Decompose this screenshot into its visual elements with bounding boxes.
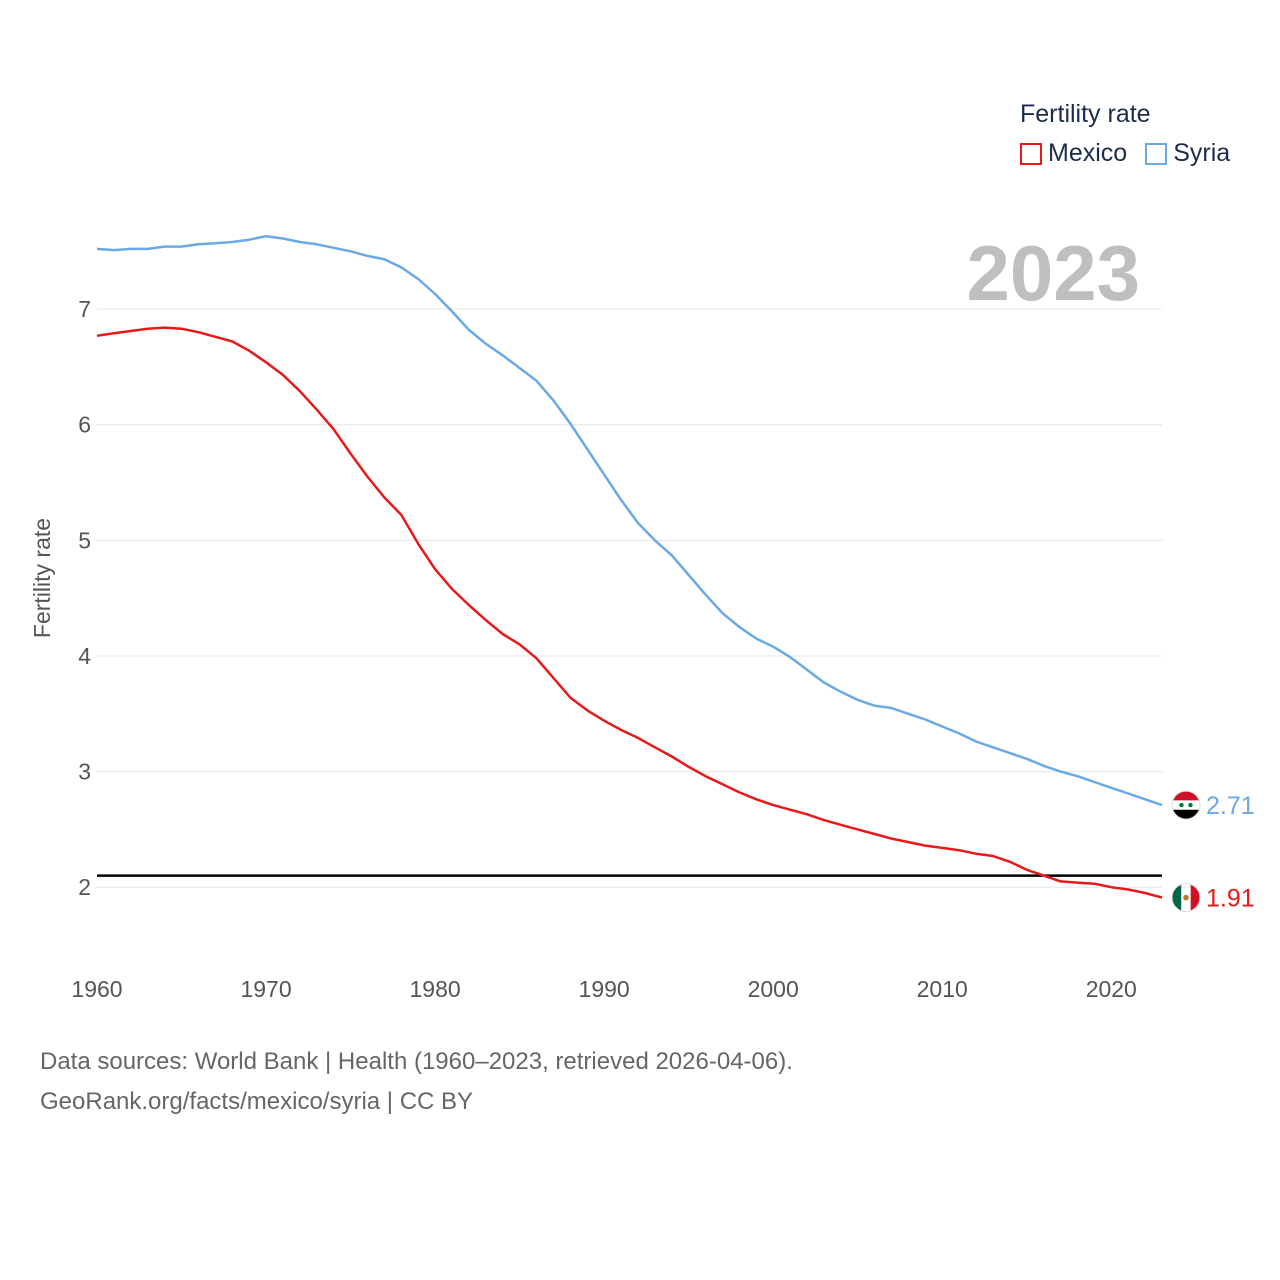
mexico-flag-emblem: [1183, 894, 1189, 901]
mexico-flag-icon: [1171, 883, 1201, 913]
source-line-1: Data sources: World Bank | Health (1960–…: [40, 1048, 793, 1075]
y-tick-label-6: 6: [78, 412, 91, 438]
mexico-flag-green-band: [1172, 883, 1182, 912]
syria-flag-body: [1172, 791, 1200, 820]
mexico-flag-body: [1172, 883, 1200, 912]
y-tick-label-7: 7: [78, 296, 91, 322]
mexico-flag-outline: [1171, 883, 1201, 913]
syria-flag-black-band: [1172, 809, 1200, 820]
legend-title: Fertility rate: [1020, 100, 1151, 128]
syria-flag-star-left: [1179, 802, 1184, 808]
legend-item-syria[interactable]: Syria: [1145, 139, 1230, 168]
y-tick-label-3: 3: [78, 759, 91, 785]
y-axis-title: Fertility rate: [29, 518, 55, 638]
y-tick-label-2: 2: [78, 874, 91, 900]
legend-swatch-mexico: [1020, 142, 1042, 165]
x-tick-label-1990: 1990: [579, 976, 630, 1002]
x-axis-ticks: 1960 1970 1980 1990 2000 2010 2020: [71, 976, 1136, 1002]
syria-flag-white-band: [1172, 800, 1200, 810]
x-tick-label-2010: 2010: [917, 976, 968, 1002]
series-lines: [96, 234, 1163, 899]
legend: Fertility rate Mexico Syria: [1020, 100, 1248, 168]
syria-flag-icon: [1171, 790, 1201, 820]
source-note: Data sources: World Bank | Health (1960–…: [40, 1042, 793, 1122]
y-tick-label-4: 4: [78, 643, 91, 669]
end-markers: 1.91 2.71: [1171, 790, 1255, 913]
legend-label-syria: Syria: [1173, 139, 1231, 167]
x-tick-label-1960: 1960: [71, 976, 122, 1002]
syria-flag-star-right: [1188, 802, 1193, 808]
legend-items: Mexico Syria: [1020, 139, 1248, 168]
y-axis-ticks: 2 3 4 5 6 7: [78, 296, 91, 900]
year-label: 2023: [966, 229, 1140, 317]
end-value-label-mexico: 1.91: [1206, 885, 1255, 913]
x-tick-label-1980: 1980: [410, 976, 461, 1002]
syria-flag-outline: [1171, 790, 1201, 820]
syria-flag-red-band: [1172, 791, 1200, 801]
legend-item-mexico[interactable]: Mexico: [1020, 139, 1127, 168]
grid-lines: [97, 308, 1162, 888]
legend-label-mexico: Mexico: [1048, 139, 1128, 167]
x-tick-label-2000: 2000: [748, 976, 799, 1002]
series-line-syria: [96, 234, 1163, 807]
series-line-mexico: [96, 326, 1163, 899]
source-line-2[interactable]: GeoRank.org/facts/mexico/syria | CC BY: [40, 1088, 474, 1115]
x-tick-label-2020: 2020: [1086, 976, 1137, 1002]
end-value-label-syria: 2.71: [1206, 792, 1255, 820]
x-tick-label-1970: 1970: [240, 976, 291, 1002]
mexico-flag-red-band: [1190, 883, 1200, 912]
y-tick-label-5: 5: [78, 527, 91, 553]
legend-swatch-syria: [1145, 142, 1168, 165]
